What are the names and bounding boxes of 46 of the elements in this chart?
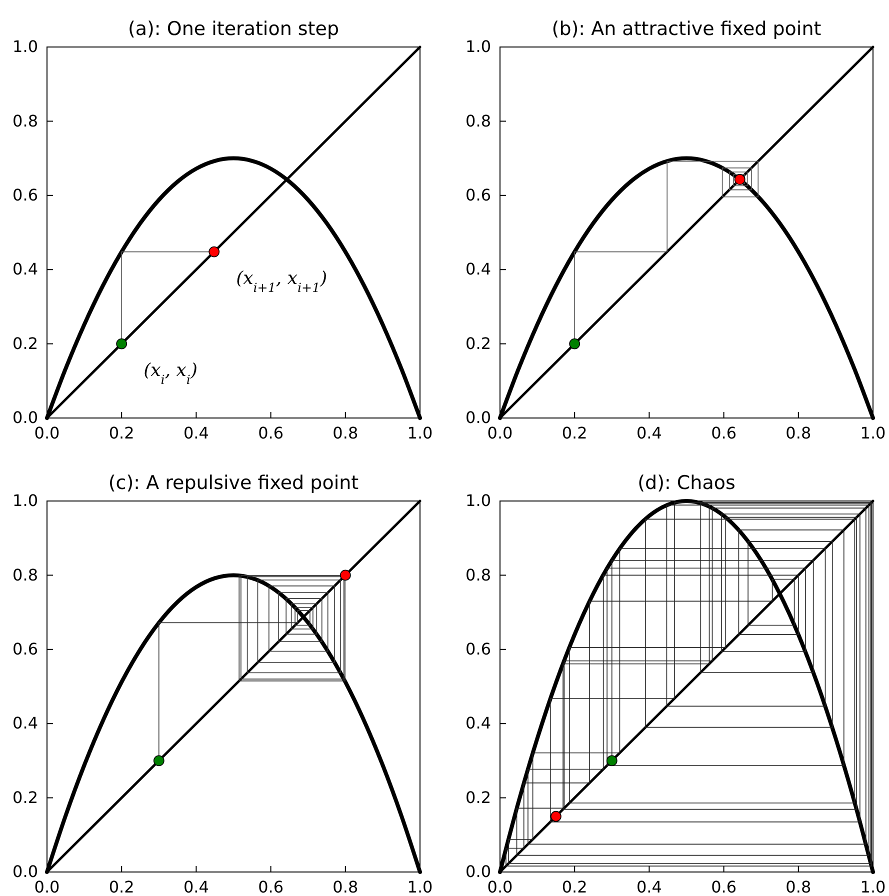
y-tick-label: 0.6 [466, 186, 491, 205]
y-tick-label: 0.2 [12, 334, 38, 353]
y-tick-label: 0.4 [466, 260, 491, 279]
x-tick-label: 1.0 [407, 877, 433, 896]
annotation: (x$_{i+1}$, x$_{i+1}$) [236, 268, 328, 294]
y-tick-label: 0.8 [466, 111, 491, 130]
y-tick-label: 0.6 [12, 640, 38, 659]
x-tick-label: 0.2 [562, 877, 588, 896]
x-tick-label: 0.4 [636, 423, 662, 442]
chart-title: (a): One iteration step [128, 18, 340, 40]
y-tick-label: 0.6 [12, 186, 38, 205]
x-tick-label: 0.6 [711, 423, 737, 442]
y-tick-label: 0.2 [12, 788, 38, 807]
x-tick-label: 0.8 [786, 423, 812, 442]
chart-title: (b): An attractive fixed point [552, 18, 822, 40]
x-tick-label: 1.0 [860, 423, 886, 442]
chart-title: (d): Chaos [638, 472, 736, 494]
x-tick-label: 0.4 [183, 423, 209, 442]
x-tick-label: 0.8 [332, 877, 358, 896]
y-tick-label: 1.0 [466, 491, 491, 510]
x-tick-label: 0.2 [562, 423, 588, 442]
y-tick-label: 0.4 [12, 714, 38, 733]
x-tick-label: 0.6 [258, 877, 284, 896]
x-tick-label: 0.8 [332, 423, 358, 442]
x-tick-label: 1.0 [860, 877, 886, 896]
y-tick-label: 0.6 [466, 640, 491, 659]
y-tick-label: 1.0 [12, 37, 38, 56]
x-tick-label: 0.8 [786, 877, 812, 896]
chart-title: (c): A repulsive fixed point [108, 472, 359, 494]
y-tick-label: 1.0 [12, 491, 38, 510]
y-tick-label: 1.0 [466, 37, 491, 56]
x-tick-label: 1.0 [407, 423, 433, 442]
x-tick-label: 0.4 [636, 877, 662, 896]
annotation: (x$_{i}$, x$_{i}$) [144, 360, 198, 386]
y-tick-label: 0.8 [12, 565, 38, 584]
x-tick-label: 0.4 [183, 877, 209, 896]
x-tick-label: 0.6 [711, 877, 737, 896]
x-tick-label: 0.2 [108, 423, 134, 442]
y-tick-label: 0.8 [466, 565, 491, 584]
y-tick-label: 0.8 [12, 111, 38, 130]
y-tick-label: 0.2 [466, 334, 491, 353]
y-tick-label: 0.4 [12, 260, 38, 279]
x-tick-label: 0.6 [258, 423, 284, 442]
y-tick-label: 0.2 [466, 788, 491, 807]
x-tick-label: 0.2 [108, 877, 134, 896]
y-tick-label: 0.4 [466, 714, 491, 733]
